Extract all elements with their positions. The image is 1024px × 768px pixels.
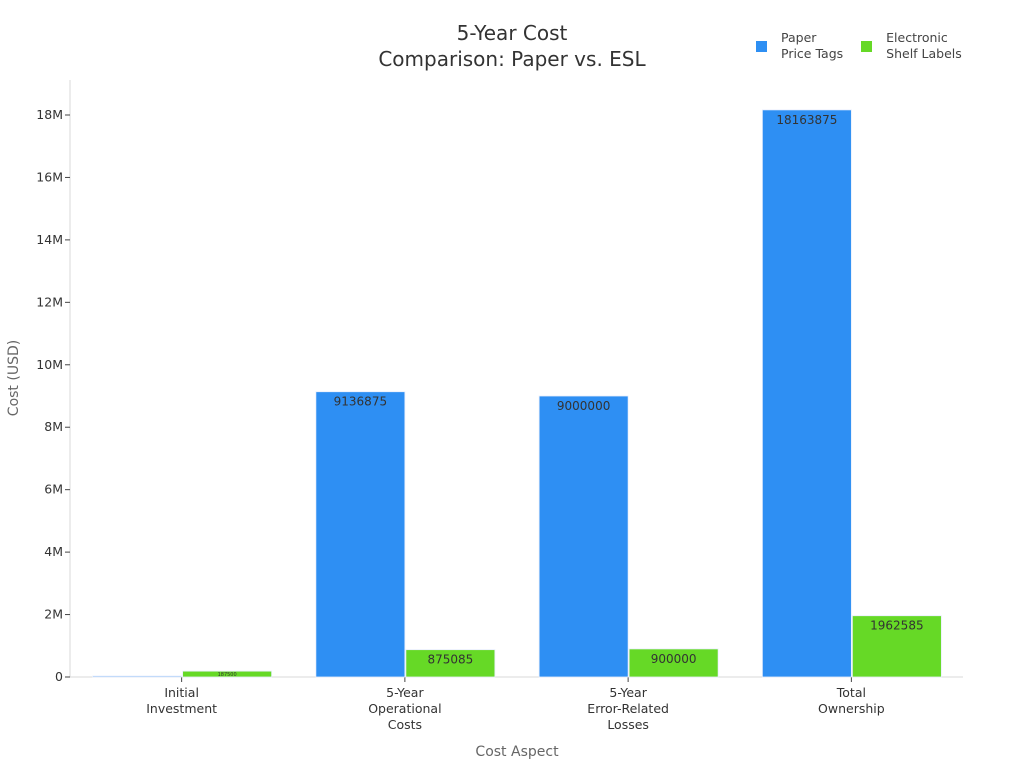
y-tick-label: 8M bbox=[44, 419, 63, 434]
legend: Paper Price Tags Electronic Shelf Labels bbox=[756, 30, 962, 62]
bar-value-label: 9000000 bbox=[557, 399, 610, 413]
bar-value-label: 1962585 bbox=[870, 619, 923, 633]
x-tick-label: 5-Year bbox=[609, 685, 647, 700]
bar-paper[interactable] bbox=[538, 395, 629, 678]
y-tick-label: 16M bbox=[36, 169, 63, 184]
bar-esl[interactable] bbox=[851, 615, 942, 678]
chart-title-line2: Comparison: Paper vs. ESL bbox=[378, 47, 646, 71]
legend-item-paper[interactable]: Paper Price Tags bbox=[756, 30, 843, 62]
bar-paper[interactable] bbox=[92, 675, 183, 678]
y-tick-label: 10M bbox=[36, 357, 63, 372]
y-tick-label: 18M bbox=[36, 107, 63, 122]
legend-swatch-paper bbox=[756, 40, 767, 52]
bar-paper[interactable] bbox=[761, 109, 852, 678]
x-tick-label: Costs bbox=[388, 717, 422, 732]
x-tick-label: Investment bbox=[146, 701, 217, 716]
chart-title-line1: 5-Year Cost bbox=[456, 21, 568, 45]
y-tick-label: 2M bbox=[44, 607, 63, 622]
x-axis-title: Cost Aspect bbox=[475, 744, 559, 760]
axes: 0 2M 4M 6M 8M 10M 12M 14M 16M 18M bbox=[36, 80, 963, 684]
bar-esl[interactable] bbox=[405, 649, 496, 678]
legend-label-esl: Electronic Shelf Labels bbox=[886, 30, 962, 61]
x-tick-label: Total bbox=[836, 685, 866, 700]
x-tick-label: Initial bbox=[164, 685, 199, 700]
y-tick-label: 14M bbox=[36, 232, 63, 247]
bar-value-label: 187500 bbox=[218, 672, 237, 678]
bar-esl[interactable] bbox=[628, 648, 719, 678]
x-tick-label: Operational bbox=[368, 701, 441, 716]
legend-item-esl[interactable]: Electronic Shelf Labels bbox=[861, 30, 962, 62]
y-axis-title: Cost (USD) bbox=[6, 340, 22, 416]
x-tick-label: 5-Year bbox=[386, 685, 424, 700]
bar-value-label: 18163875 bbox=[776, 113, 837, 127]
bar-value-label: 900000 bbox=[651, 652, 697, 666]
bar-value-label: 9136875 bbox=[334, 395, 387, 409]
y-tick-label: 0 bbox=[55, 669, 63, 684]
y-tick-label: 12M bbox=[36, 294, 63, 309]
y-tick-label: 4M bbox=[44, 544, 63, 559]
x-tick-label: Losses bbox=[607, 717, 649, 732]
chart-title: 5-Year Cost Comparison: Paper vs. ESL bbox=[312, 20, 712, 72]
bar-value-label: 875085 bbox=[427, 653, 473, 667]
x-tick-label: Ownership bbox=[818, 701, 885, 716]
legend-swatch-esl bbox=[861, 40, 873, 52]
bar-paper[interactable] bbox=[315, 391, 406, 678]
bar-esl[interactable] bbox=[182, 670, 273, 678]
x-tick-label: Error-Related bbox=[587, 701, 669, 716]
y-tick-label: 6M bbox=[44, 482, 63, 497]
legend-label-paper: Paper Price Tags bbox=[781, 30, 844, 61]
bars: 187500 9136875 875085 9000000 900000 18163875… bbox=[92, 109, 942, 678]
